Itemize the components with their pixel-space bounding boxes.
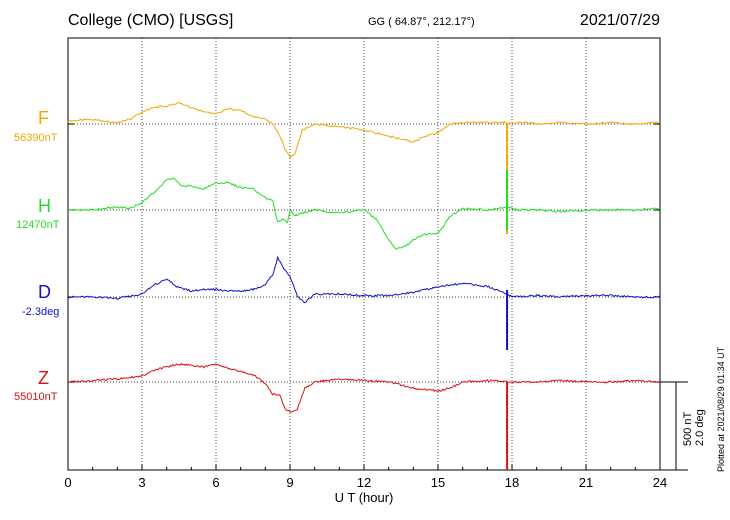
label-z: Z — [38, 368, 49, 388]
x-tick-label-15: 15 — [431, 475, 445, 490]
station-title: College (CMO) [USGS] — [68, 12, 234, 29]
series-line-f — [67, 101, 660, 159]
chart-date: 2021/07/29 — [579, 12, 660, 29]
x-tick-label-3: 3 — [138, 475, 145, 490]
label-h: H — [38, 196, 51, 216]
scale-label-nt: 500 nT — [682, 411, 694, 446]
baseline-d: -2.3deg — [22, 306, 60, 318]
label-d: D — [38, 282, 51, 302]
scale-label-deg: 2.0 deg — [694, 409, 706, 446]
label-f: F — [38, 108, 49, 128]
series-line-h — [67, 177, 661, 250]
station-coordinates: GG ( 64.87°, 212.17°) — [368, 16, 475, 28]
x-tick-label-12: 12 — [357, 475, 371, 490]
x-tick-label-6: 6 — [212, 475, 219, 490]
x-tick-label-9: 9 — [286, 475, 293, 490]
x-tick-label-21: 21 — [579, 475, 593, 490]
plotted-timestamp: Plotted at 2021/08/29 01:34 UT — [716, 346, 726, 472]
x-tick-label-18: 18 — [505, 475, 519, 490]
baseline-h: 12470nT — [16, 219, 60, 231]
x-tick-label-24: 24 — [653, 475, 667, 490]
series-line-z — [67, 362, 661, 413]
x-tick-label-0: 0 — [64, 475, 71, 490]
x-axis-label: U T (hour) — [334, 490, 394, 505]
baseline-f: 56390nT — [14, 132, 58, 144]
baseline-z: 55010nT — [14, 391, 58, 403]
series-line-d — [67, 255, 661, 304]
